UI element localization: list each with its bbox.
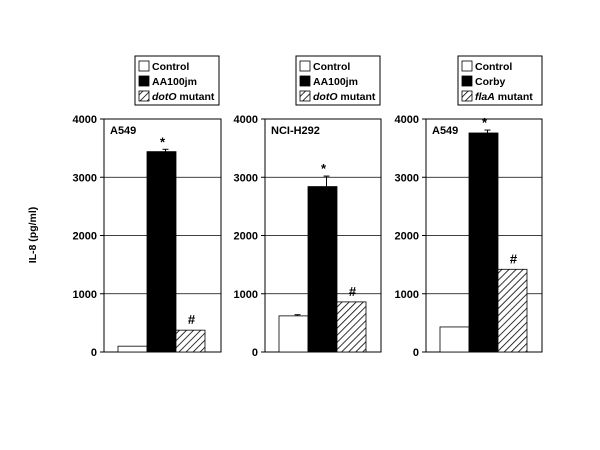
y-tick-label: 3000 <box>234 172 258 184</box>
legend-entry: Control <box>152 61 189 73</box>
y-tick-label: 1000 <box>73 289 97 301</box>
legend-entry-italic: dotO <box>313 91 338 103</box>
bar-control <box>117 345 148 353</box>
legend-swatch <box>138 90 150 102</box>
legend-entry-italic: flaA <box>475 91 495 103</box>
legend-swatch <box>138 60 150 72</box>
y-tick-label: 0 <box>413 347 419 359</box>
bar-flaa-mutant <box>497 268 528 353</box>
bar-doto-mutant <box>175 329 206 353</box>
legend-entry: Control <box>313 61 350 73</box>
bar-aa100jm <box>307 186 338 353</box>
y-tick-label: 4000 <box>395 114 419 126</box>
legend-entry: Control <box>475 61 512 73</box>
legend-entry-suffix: mutant <box>338 91 376 103</box>
chart-panel-1: Control AA100jm dotO mutant 0 1000 2000 3000 40… <box>73 55 222 359</box>
bar-control <box>278 315 309 353</box>
legend-entry: AA100jm <box>152 76 197 88</box>
legend: Control AA100jm dotO mutant <box>295 55 381 106</box>
significance-asterisk: * <box>160 134 166 149</box>
legend: Control AA100jm dotO mutant <box>134 55 220 106</box>
panel-title: A549 <box>432 125 458 137</box>
legend-swatch <box>299 60 311 72</box>
bar-aa100jm <box>146 151 177 353</box>
y-tick-label: 0 <box>252 347 258 359</box>
bar-corby <box>468 132 499 353</box>
significance-asterisk: * <box>321 161 327 176</box>
bar-doto-mutant <box>336 301 367 353</box>
y-tick-label: 0 <box>91 347 97 359</box>
legend-swatch <box>299 75 311 87</box>
y-tick-label: 1000 <box>395 289 419 301</box>
y-tick-label: 3000 <box>395 172 419 184</box>
y-tick-label: 2000 <box>234 231 258 243</box>
y-tick-label: 2000 <box>395 231 419 243</box>
chart-panels: Control AA100jm dotO mutant 0 1000 2000 3000 40… <box>73 55 543 359</box>
significance-hash: # <box>349 284 357 299</box>
legend-entry: dotO mutant <box>152 91 215 103</box>
y-tick-label: 1000 <box>234 289 258 301</box>
legend-swatch <box>299 90 311 102</box>
legend-swatch <box>461 90 473 102</box>
panel-title: A549 <box>110 125 136 137</box>
legend-swatch <box>461 75 473 87</box>
y-axis-label: IL-8 (pg/ml) <box>27 207 39 264</box>
legend-entry-suffix: mutant <box>177 91 215 103</box>
legend: Control Corby flaA mutant <box>457 55 543 106</box>
legend-entry: flaA mutant <box>475 91 533 103</box>
chart-panel-2: Control AA100jm dotO mutant 0 1000 2000 3000 40… <box>234 55 382 359</box>
bar-control <box>439 326 470 353</box>
legend-entry: Corby <box>475 76 505 88</box>
significance-asterisk: * <box>482 115 488 130</box>
significance-hash: # <box>510 251 518 266</box>
legend-entry-suffix: mutant <box>495 91 533 103</box>
legend-swatch <box>461 60 473 72</box>
panel-title: NCI-H292 <box>271 125 320 137</box>
y-tick-label: 2000 <box>73 231 97 243</box>
y-tick-label: 3000 <box>73 172 97 184</box>
legend-entry-italic: dotO <box>152 91 177 103</box>
y-tick-label: 4000 <box>234 114 258 126</box>
legend-entry: AA100jm <box>313 76 358 88</box>
chart-panel-3: Control Corby flaA mutant 0 1000 2000 3000 4000… <box>395 55 543 359</box>
legend-swatch <box>138 75 150 87</box>
legend-entry: dotO mutant <box>313 91 376 103</box>
significance-hash: # <box>188 312 196 327</box>
y-tick-label: 4000 <box>73 114 97 126</box>
